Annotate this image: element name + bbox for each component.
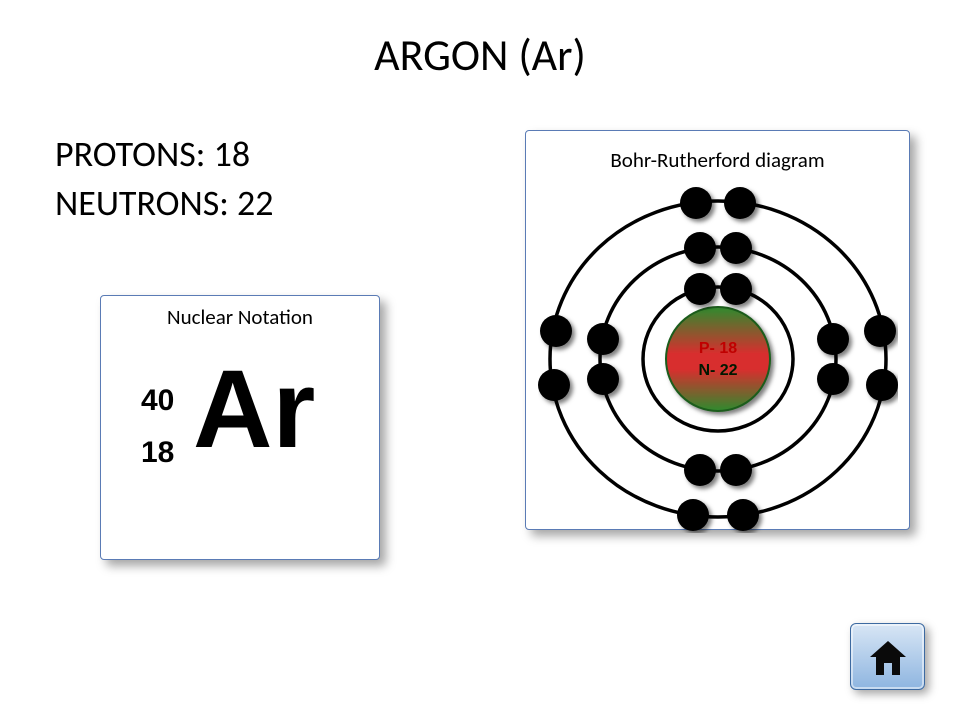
bohr-diagram-panel: Bohr-Rutherford diagram P- 18 N- 22 [525, 130, 910, 530]
bohr-diagram-label: Bohr-Rutherford diagram [526, 139, 909, 173]
element-symbol: Ar [193, 346, 315, 473]
facts-block: PROTONS: 18 NEUTRONS: 22 [55, 130, 274, 227]
svg-text:P- 18: P- 18 [698, 340, 736, 357]
home-button[interactable] [850, 623, 925, 690]
nuclear-notation-panel: Nuclear Notation 40 18 Ar [100, 295, 380, 560]
protons-line: PROTONS: 18 [55, 130, 274, 179]
neutrons-line: NEUTRONS: 22 [55, 179, 274, 228]
nuclear-notation-label: Nuclear Notation [101, 296, 379, 330]
bohr-diagram-svg: P- 18 N- 22 [538, 173, 898, 533]
mass-number: 40 [141, 384, 174, 418]
svg-text:N- 22: N- 22 [698, 362, 737, 379]
home-icon [866, 635, 910, 679]
nuclear-notation-content: 40 18 Ar [101, 350, 379, 550]
atomic-number: 18 [141, 436, 174, 470]
page-title: ARGON (Ar) [0, 0, 960, 82]
